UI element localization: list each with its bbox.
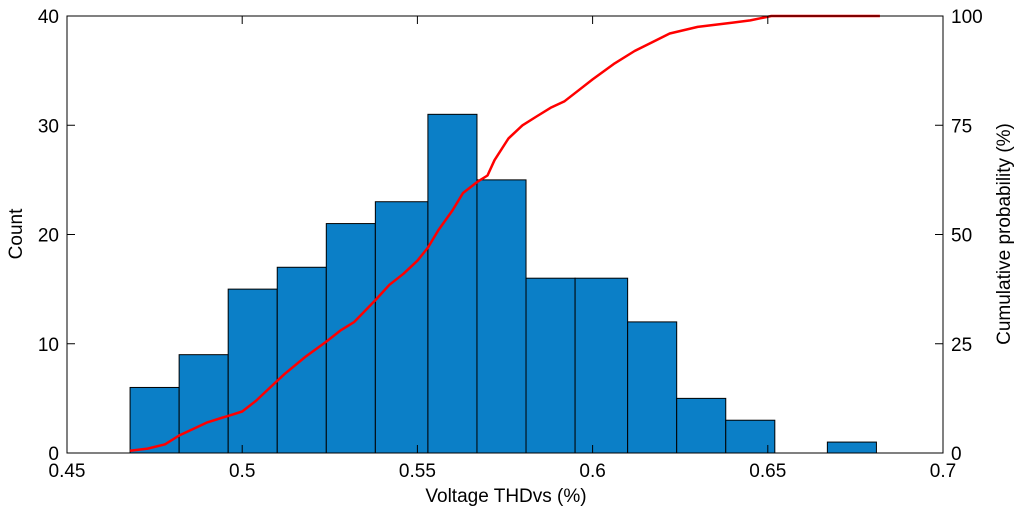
histogram-bar <box>725 419 776 454</box>
y2-tick-label: 50 <box>951 226 972 247</box>
y-tick-label: 30 <box>38 116 59 137</box>
histogram-bar <box>627 321 678 454</box>
x-tick-label: 0.45 <box>49 461 86 482</box>
y2-tick-label: 100 <box>951 7 983 28</box>
histogram-bar <box>476 179 527 454</box>
y-tick-label: 20 <box>38 226 59 247</box>
histogram-bar <box>826 441 877 454</box>
y2-tick-label: 0 <box>951 444 962 465</box>
histogram-bar <box>227 288 278 454</box>
y2-axis-title: Cumulative probability (%) <box>994 123 1015 345</box>
plot-axes <box>66 15 944 454</box>
cumulative-probability-line <box>129 14 880 453</box>
y-tick-label: 0 <box>48 444 59 465</box>
histogram-bars <box>129 113 877 454</box>
y-axis-title: Count <box>6 208 27 259</box>
x-tick-label: 0.6 <box>579 461 605 482</box>
y-tick-label: 10 <box>38 335 59 356</box>
x-tick-label: 0.55 <box>399 461 436 482</box>
histogram-bar <box>525 277 576 454</box>
histogram-bar <box>427 113 478 454</box>
histogram-bar <box>325 223 376 454</box>
histogram-bar <box>178 354 229 454</box>
x-axis-title: Voltage THDvs (%) <box>425 486 586 507</box>
y2-tick-label: 25 <box>951 335 972 356</box>
histogram-bar <box>129 386 180 454</box>
histogram-bar <box>574 277 629 454</box>
histogram-bar <box>374 201 429 454</box>
x-tick-label: 0.7 <box>930 461 956 482</box>
y-tick-label: 40 <box>38 7 59 28</box>
x-tick-label: 0.5 <box>229 461 255 482</box>
y2-tick-label: 75 <box>951 116 972 137</box>
cumulative-line <box>129 14 880 453</box>
histogram-bar <box>676 397 727 454</box>
x-tick-label: 0.65 <box>749 461 786 482</box>
